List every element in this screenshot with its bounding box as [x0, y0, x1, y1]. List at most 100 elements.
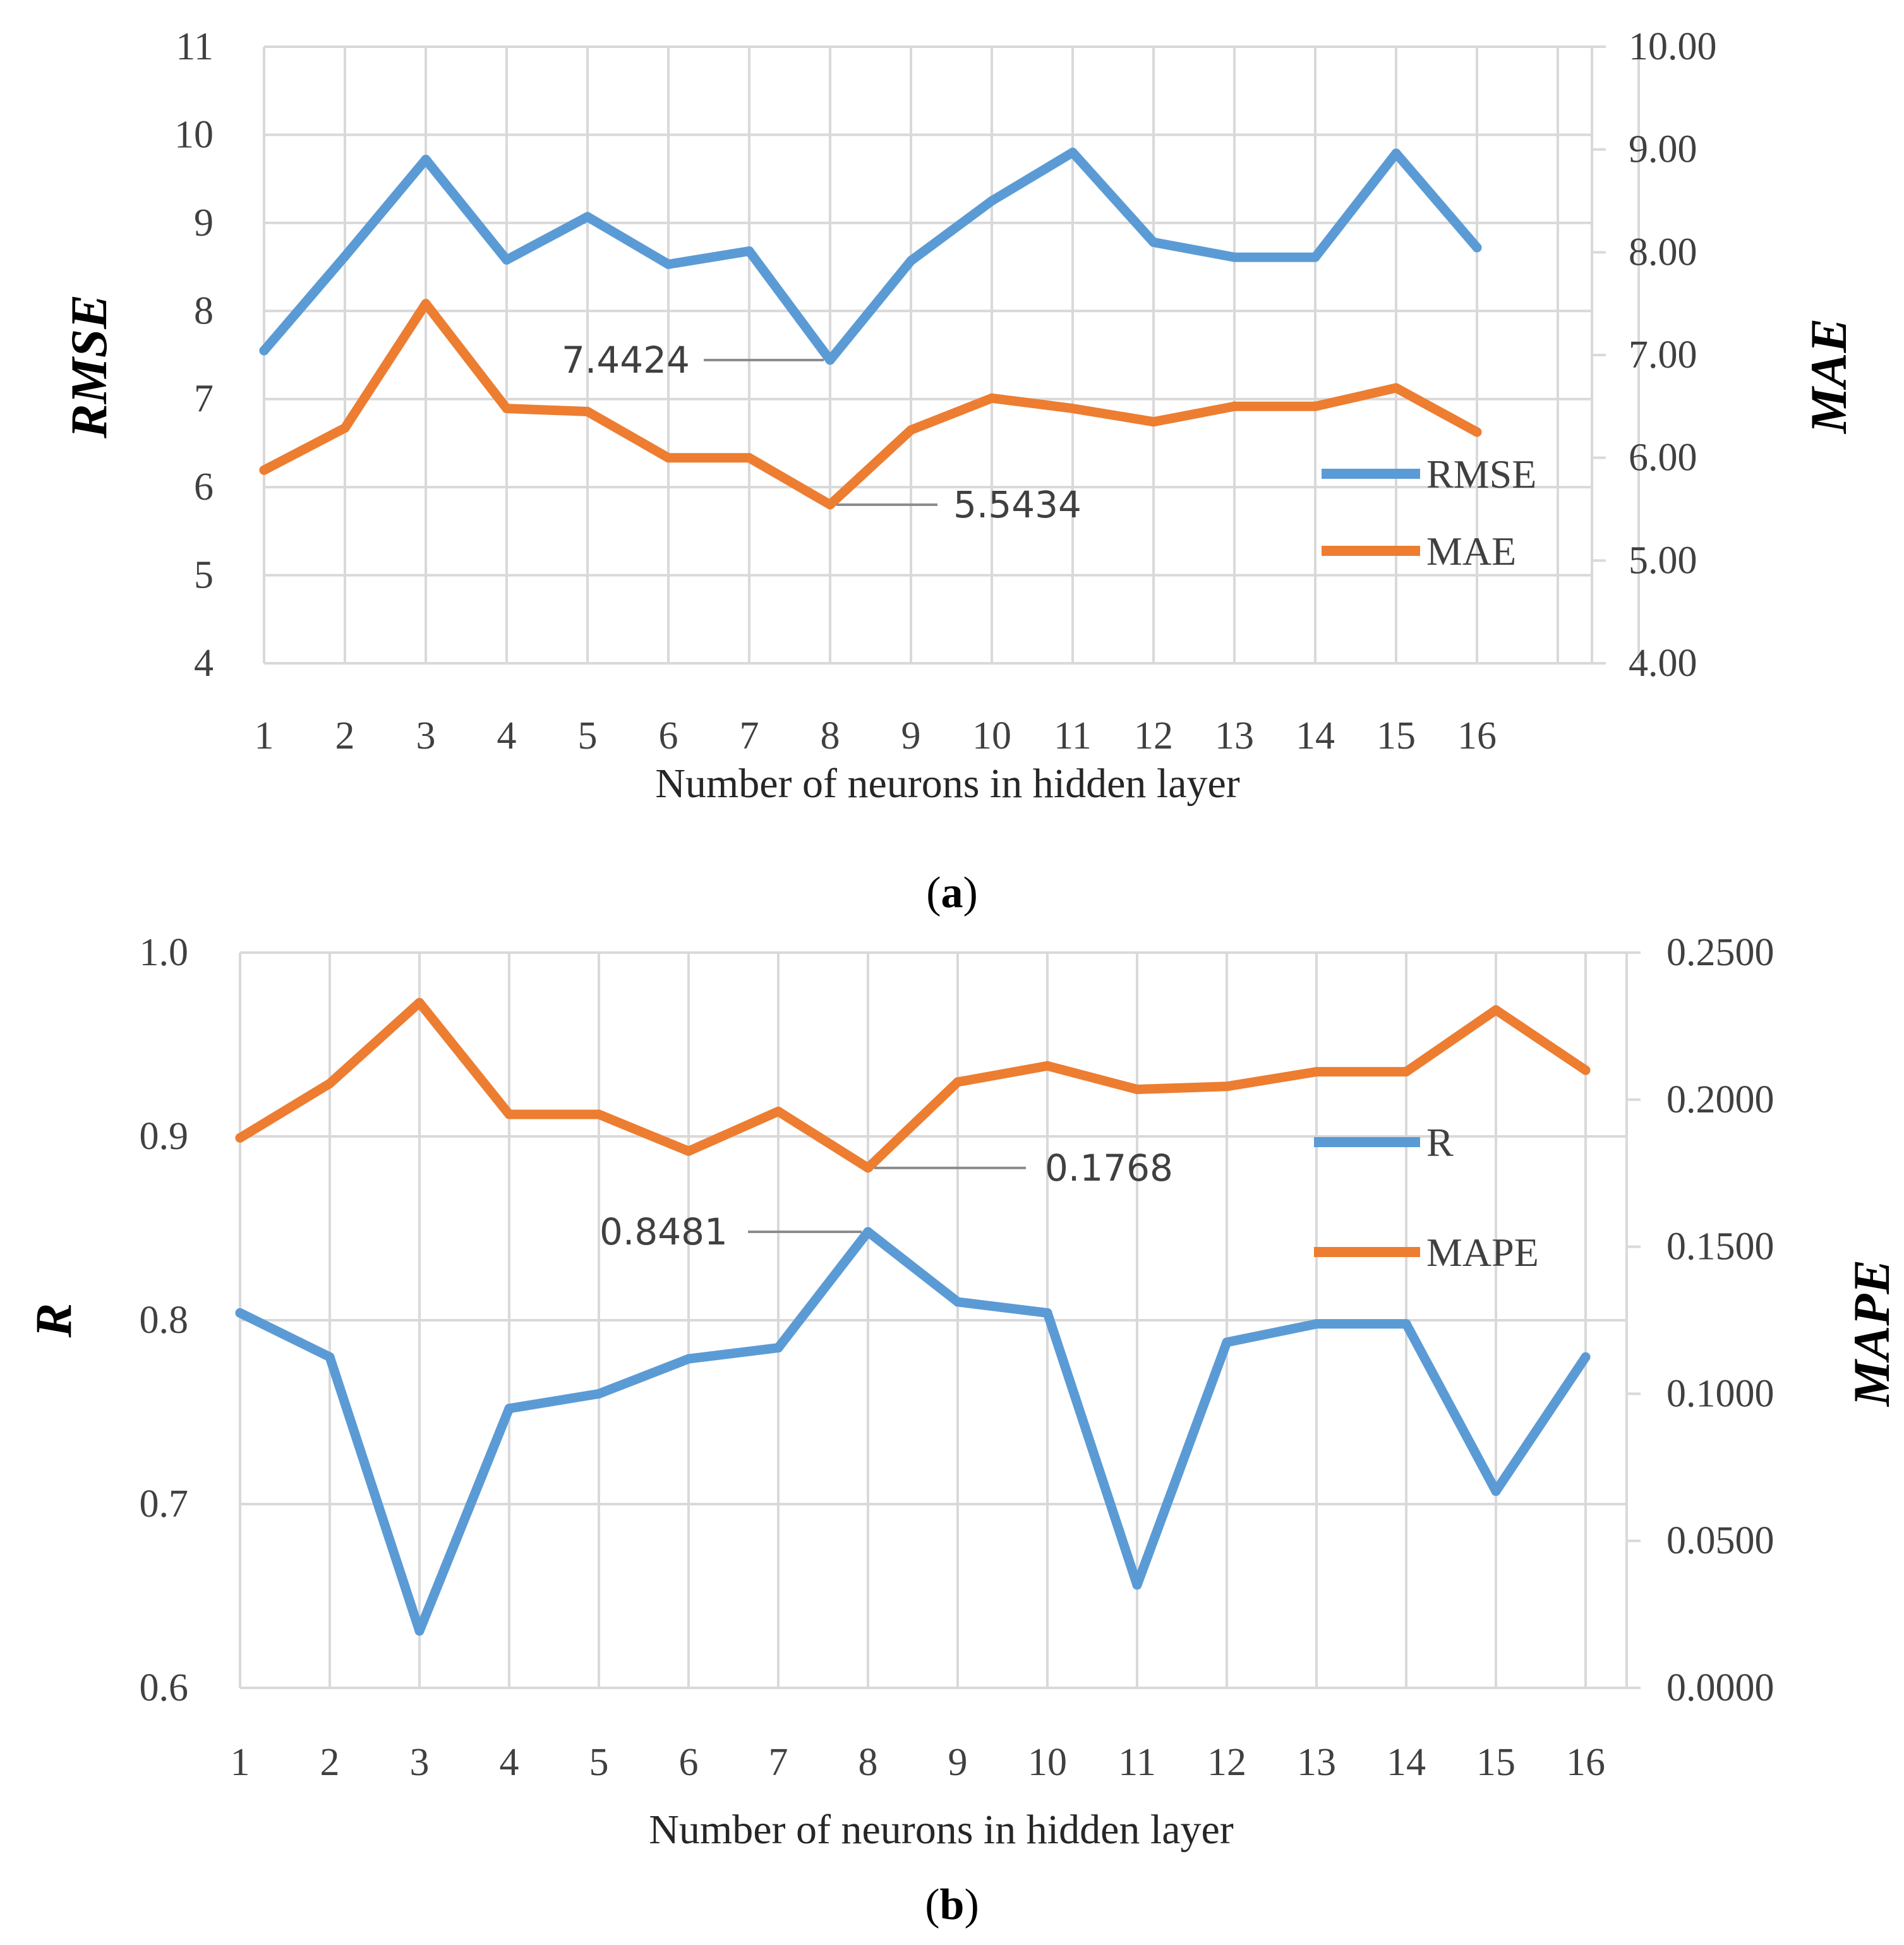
x-tick-label: 7	[769, 1741, 788, 1784]
right-tick-label: 6.00	[1629, 437, 1697, 479]
data-point-r	[1311, 1319, 1322, 1329]
x-tick-label: 8	[821, 714, 840, 757]
data-point-r	[1491, 1486, 1501, 1496]
left-tick-label: 1.0	[140, 931, 189, 974]
right-tick-label: 0.2000	[1666, 1078, 1774, 1121]
x-tick-label: 1	[255, 714, 274, 757]
panel-a-x-ticks: 1 2 3 4 5 6 7 8 9 10 11 12 13 14 15 16	[255, 714, 1497, 757]
data-point-mae	[340, 423, 350, 433]
right-tick-label: 0.0000	[1666, 1666, 1774, 1709]
data-point-mape	[1401, 1067, 1411, 1077]
left-tick-label: 11	[176, 25, 214, 68]
panel-b-legend: R MAPE	[1314, 1120, 1539, 1275]
panel-a-legend-rmse-label: RMSE	[1426, 452, 1536, 497]
x-tick-label: 12	[1134, 714, 1173, 757]
x-tick-label: 5	[578, 714, 598, 757]
data-point-r	[325, 1352, 335, 1362]
data-point-rmse	[582, 212, 593, 222]
x-tick-label: 3	[410, 1741, 430, 1784]
panel-b-left-ticks: 0.6 0.7 0.8 0.9 1.0	[140, 931, 189, 1709]
left-tick-label: 7	[194, 378, 214, 421]
data-point-rmse	[1229, 252, 1239, 262]
right-tick-label: 10.00	[1629, 25, 1717, 68]
series-line-rmse	[259, 147, 1482, 365]
series-line-mae	[259, 299, 1482, 510]
panel-b-x-ticks: 1 2 3 4 5 6 7 8 9 10 11 12 13 14 15 16	[231, 1741, 1606, 1784]
panel-a-right-axis-label: MAE	[1800, 318, 1857, 435]
data-point-mape	[414, 997, 425, 1008]
x-tick-label: 11	[1118, 1741, 1156, 1784]
panel-a-caption: (a)	[926, 869, 978, 917]
data-point-r	[684, 1354, 694, 1364]
data-point-mae	[582, 407, 593, 416]
panel-b-caption-letter: b	[940, 1881, 965, 1929]
data-point-rmse	[663, 259, 673, 269]
data-point-mape	[1222, 1081, 1232, 1092]
x-tick-label: 13	[1297, 1741, 1336, 1784]
annotation-label: 7.4424	[562, 339, 690, 382]
panel-b-left-axis-label: R	[25, 1303, 82, 1339]
data-point-rmse	[1310, 252, 1320, 262]
x-tick-label: 16	[1566, 1741, 1605, 1784]
data-point-mae	[421, 299, 431, 309]
data-point-r	[414, 1626, 425, 1636]
panel-a-gridlines	[263, 45, 1640, 665]
data-point-mape	[1042, 1061, 1052, 1071]
data-point-mape	[953, 1077, 963, 1087]
panel-b-legend-r-label: R	[1426, 1120, 1454, 1165]
panel-a-caption-letter: a	[941, 869, 963, 917]
data-point-r	[953, 1297, 963, 1307]
series-line-r	[235, 1227, 1591, 1636]
data-point-rmse	[825, 355, 835, 365]
panel-a-left-ticks: 4 5 6 7 8 9 10 11	[174, 25, 214, 685]
data-point-mae	[663, 453, 673, 463]
panel-b-series	[235, 997, 1591, 1636]
panel-b-caption-open: (	[925, 1881, 939, 1929]
annotation-label: 0.1768	[1045, 1147, 1173, 1189]
data-point-r	[594, 1388, 604, 1399]
data-point-mape	[235, 1133, 245, 1143]
x-tick-label: 12	[1207, 1741, 1246, 1784]
data-point-r	[1581, 1352, 1591, 1362]
data-point-mae	[1068, 404, 1078, 414]
x-tick-label: 5	[589, 1741, 609, 1784]
data-point-rmse	[906, 256, 916, 266]
left-tick-label: 4	[194, 642, 214, 685]
x-tick-label: 3	[416, 714, 436, 757]
data-point-r	[863, 1227, 873, 1237]
data-point-mape	[863, 1163, 873, 1173]
data-point-mae	[744, 453, 754, 463]
x-tick-label: 10	[1028, 1741, 1067, 1784]
panel-b: 0.6 0.7 0.8 0.9 1.0 0.0000 0.0500 0.1000 0.1500…	[25, 931, 1900, 1929]
x-tick-label: 9	[948, 1741, 968, 1784]
annotation-label: 5.5434	[953, 483, 1082, 526]
data-point-mape	[504, 1109, 514, 1119]
data-point-mae	[1391, 383, 1401, 393]
x-tick-label: 6	[679, 1741, 699, 1784]
left-tick-label: 5	[194, 554, 214, 597]
left-tick-label: 10	[174, 113, 214, 156]
panel-a-caption-open: (	[926, 869, 941, 917]
data-point-rmse	[502, 255, 512, 265]
panel-b-legend-mape-label: MAPE	[1426, 1230, 1539, 1275]
data-point-mape	[325, 1078, 335, 1088]
data-point-rmse	[421, 155, 431, 164]
data-point-r	[773, 1343, 783, 1353]
left-tick-label: 0.7	[140, 1483, 189, 1526]
x-tick-label: 16	[1457, 714, 1497, 757]
data-point-r	[504, 1404, 514, 1414]
data-point-mae	[1310, 401, 1320, 411]
x-tick-label: 15	[1377, 714, 1416, 757]
data-point-mape	[594, 1109, 604, 1119]
panel-b-caption-close: )	[964, 1881, 979, 1929]
data-point-rmse	[987, 196, 997, 206]
data-point-mae	[502, 404, 512, 414]
panel-a-x-axis-label: Number of neurons in hidden layer	[655, 761, 1240, 807]
panel-a-right-ticks: 4.00 5.00 6.00 7.00 8.00 9.00 10.00	[1629, 25, 1717, 685]
panel-b-annotations: 0.8481 0.1768	[600, 1147, 1173, 1253]
panel-b-x-axis-label: Number of neurons in hidden layer	[649, 1807, 1234, 1853]
right-tick-label: 0.1500	[1666, 1225, 1774, 1268]
left-tick-label: 0.6	[140, 1666, 189, 1709]
